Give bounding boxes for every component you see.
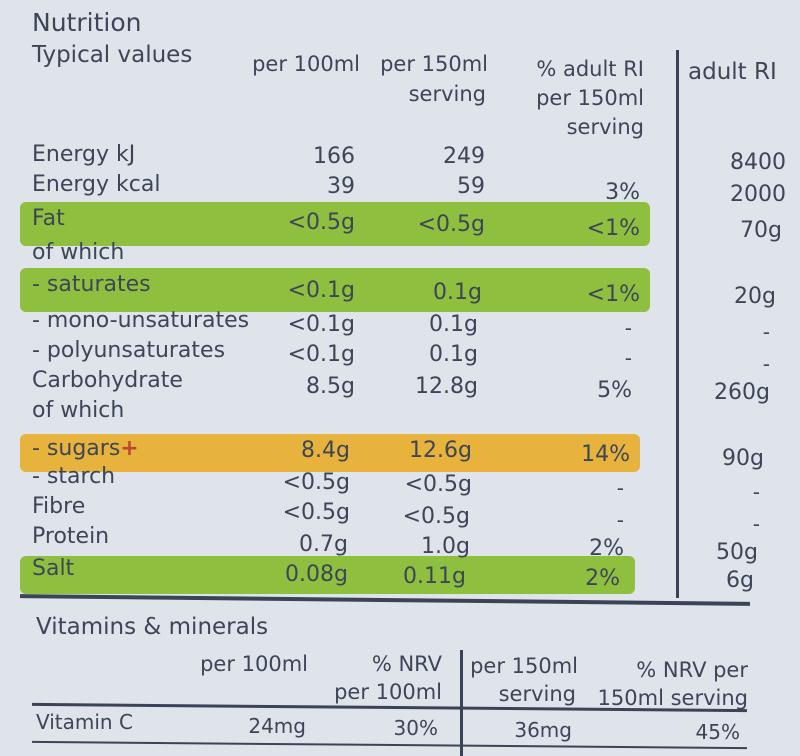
vitamins-bottom-rule [32, 740, 747, 750]
salt-highlight [20, 556, 635, 594]
row-label-polyunsaturates: - polyunsaturates [32, 338, 226, 363]
fibre-per100: <0.5g [282, 500, 350, 525]
adult-ri-header: adult RI [688, 59, 777, 85]
salt-ri: 6g [726, 568, 754, 593]
mono-pct: - [624, 316, 632, 340]
vit-nrv150-header-line1: % NRV per [636, 658, 748, 682]
saturates-highlight [20, 268, 650, 312]
per100-header: per 100ml [252, 52, 360, 76]
row-label-salt: Salt [32, 556, 75, 581]
fibre-ri: - [752, 512, 760, 536]
carb-per100: 8.5g [306, 374, 355, 399]
row-label-fibre: Fibre [32, 494, 86, 519]
row-label-fat: Fat [32, 206, 65, 231]
row-label-carbohydrate: Carbohydrate [32, 368, 183, 393]
pct-header-line1: % adult RI [536, 57, 644, 81]
row-label-protein: Protein [32, 524, 110, 549]
row-label-energy-kcal: Energy kcal [32, 172, 161, 197]
vitc-nrv150: 45% [695, 720, 740, 744]
sugars-label-text: - sugars [32, 436, 121, 461]
salt-pct: 2% [585, 566, 620, 591]
vit-per100-header: per 100ml [200, 652, 308, 676]
section-divider [19, 594, 751, 606]
row-label-of-which: of which [32, 240, 125, 265]
vitc-per100: 24mg [248, 714, 306, 738]
energy-kj-ri: 8400 [730, 150, 786, 175]
fibre-pct: - [616, 508, 624, 532]
row-label-mono-unsaturates: - mono-unsaturates [32, 308, 250, 333]
energy-kj-per150: 249 [443, 144, 485, 169]
sugars-highlight [20, 434, 640, 472]
pct-header-line2: per 150ml [536, 86, 644, 110]
row-label-of-which-2: of which [32, 398, 125, 423]
fat-per150: <0.5g [417, 212, 485, 237]
carb-pct: 5% [597, 378, 632, 403]
fat-per100: <0.5g [287, 210, 355, 235]
saturates-per100: <0.1g [287, 278, 355, 303]
carb-per150: 12.8g [415, 374, 478, 399]
sugars-per150: 12.6g [409, 438, 472, 463]
sugars-marker: + [120, 436, 139, 461]
per150-header-line2: serving [408, 82, 486, 106]
row-label-saturates: - saturates [32, 272, 151, 297]
protein-pct: 2% [589, 536, 624, 561]
poly-pct: - [624, 346, 632, 370]
vitc-per150: 36mg [514, 718, 572, 742]
row-label-sugars: - sugars+ [32, 436, 139, 461]
saturates-pct: <1% [586, 282, 640, 307]
fat-pct: <1% [586, 216, 640, 241]
energy-kcal-pct: 3% [605, 180, 640, 205]
energy-kcal-per150: 59 [457, 174, 485, 199]
protein-per100: 0.7g [299, 532, 348, 557]
salt-per150: 0.11g [403, 564, 466, 589]
fat-ri: 70g [740, 218, 782, 243]
mono-per100: <0.1g [287, 312, 355, 337]
vit-per150-header-line1: per 150ml [470, 654, 578, 678]
mono-per150: 0.1g [429, 312, 478, 337]
poly-per100: <0.1g [287, 342, 355, 367]
starch-per150: <0.5g [404, 472, 472, 497]
protein-ri: 50g [716, 540, 758, 565]
sugars-per100: 8.4g [301, 438, 350, 463]
vitamins-title: Vitamins & minerals [36, 614, 269, 640]
fibre-per150: <0.5g [402, 504, 470, 529]
vit-row-label: Vitamin C [36, 710, 133, 734]
row-label-energy-kj: Energy kJ [32, 142, 136, 167]
energy-kcal-per100: 39 [327, 174, 355, 199]
vit-nrv100-header-line2: per 100ml [334, 680, 442, 704]
vit-per150-header-line2: serving [498, 682, 576, 706]
sugars-ri: 90g [722, 446, 764, 471]
starch-pct: - [616, 476, 624, 500]
typical-values-header: Typical values [32, 42, 193, 68]
protein-per150: 1.0g [421, 534, 470, 559]
vitc-nrv100: 30% [393, 716, 438, 740]
vit-nrv150-header-line2: 150ml serving [597, 686, 748, 710]
nutrition-title: Nutrition [32, 8, 142, 37]
pct-header-line3: serving [566, 115, 644, 139]
column-divider [676, 50, 679, 598]
vit-nrv100-header-line1: % NRV [371, 652, 442, 676]
carb-ri: 260g [714, 380, 770, 405]
mono-ri: - [762, 320, 770, 344]
per150-header-line1: per 150ml [380, 52, 488, 76]
poly-ri: - [762, 352, 770, 376]
starch-ri: - [752, 480, 760, 504]
row-label-starch: - starch [32, 464, 116, 489]
energy-kj-per100: 166 [313, 144, 355, 169]
fat-highlight [20, 202, 650, 246]
energy-kcal-ri: 2000 [730, 182, 786, 207]
saturates-ri: 20g [734, 284, 776, 309]
poly-per150: 0.1g [429, 342, 478, 367]
saturates-per150: 0.1g [433, 280, 482, 305]
salt-per100: 0.08g [285, 562, 348, 587]
starch-per100: <0.5g [282, 470, 350, 495]
sugars-pct: 14% [581, 442, 630, 467]
vitamins-column-divider [460, 650, 463, 756]
